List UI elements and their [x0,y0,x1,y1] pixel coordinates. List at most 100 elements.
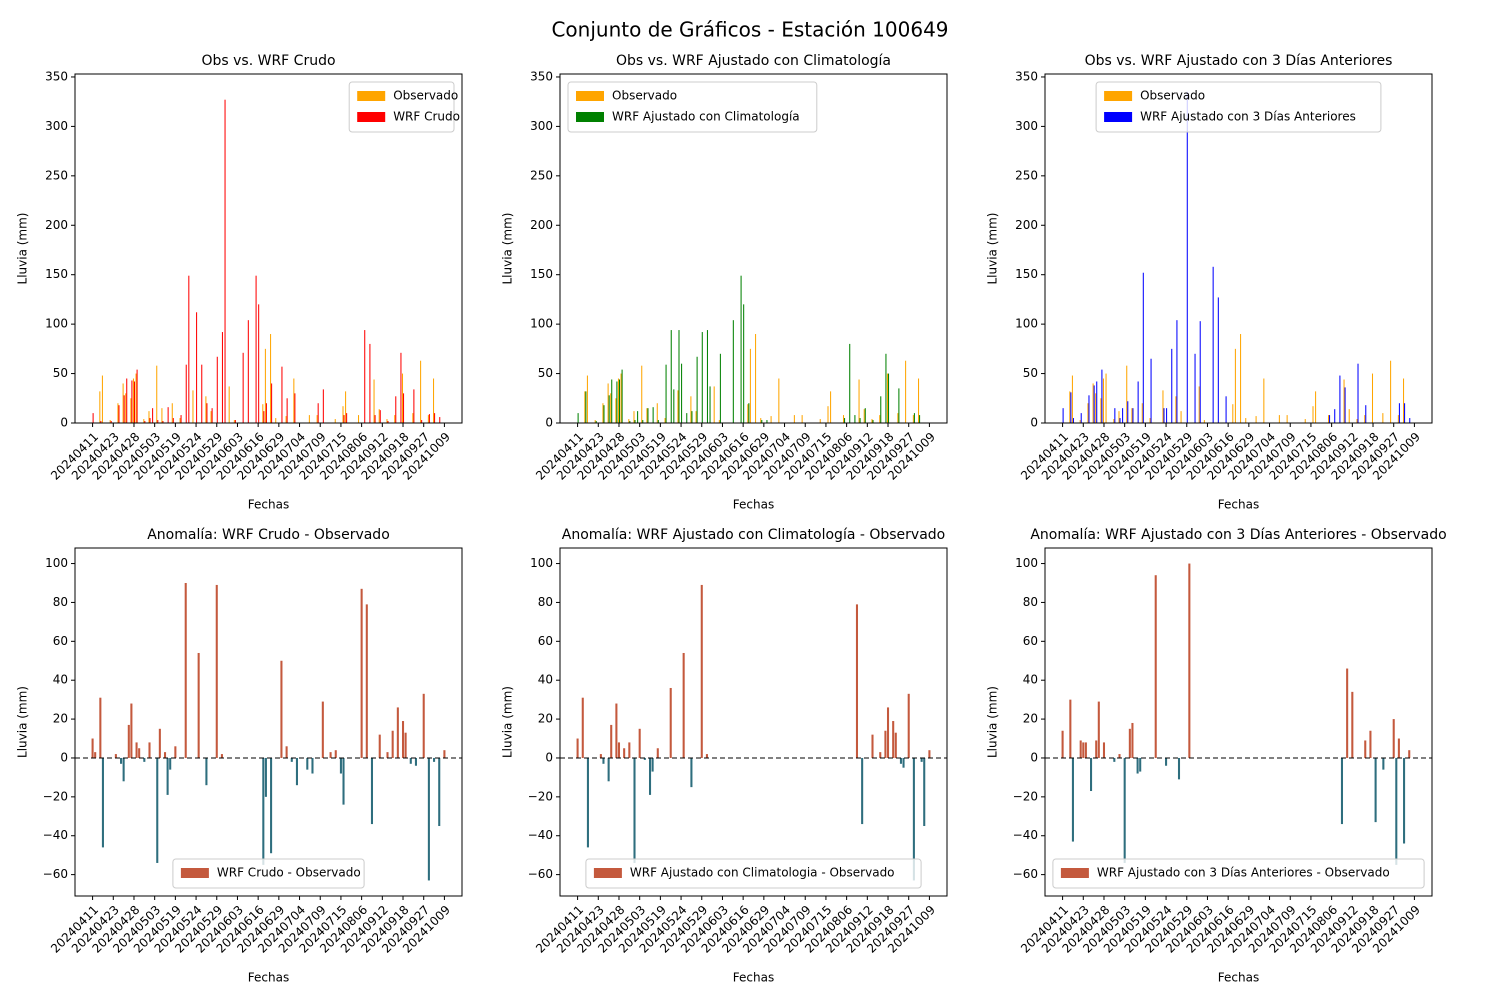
bar [1340,757,1344,825]
bar [1365,405,1367,423]
bar [603,405,605,423]
bar [157,420,159,423]
y-tick-label: 100 [45,317,68,331]
bar [420,360,422,423]
bar [156,757,159,863]
bar [1240,334,1242,423]
y-tick-label: 0 [1030,416,1038,430]
y-tick-label: 80 [538,595,553,609]
bar [629,421,631,423]
bar [143,757,146,762]
bar [387,421,389,423]
bar [1348,409,1350,423]
bar [1199,321,1201,423]
bar [586,757,589,848]
bars [577,275,921,423]
bar [1132,408,1134,423]
plot-frame [1044,73,1433,424]
x-axis-label: Fechas [1218,971,1259,985]
bar [678,330,680,423]
bar [1395,757,1398,865]
bar [1118,754,1121,758]
subplot-title: Anomalía: WRF Crudo - Observado [147,527,390,543]
bar [1390,360,1392,423]
bar [1343,379,1345,423]
bar [1150,358,1152,423]
bar [427,757,430,881]
bar [233,420,235,423]
bar [585,391,587,423]
bar [1119,418,1121,423]
bar [205,396,207,423]
bar [1371,373,1374,423]
bar [861,757,864,825]
x-axis-label: Fechas [733,971,774,985]
bar [386,419,388,423]
bar [1114,408,1116,423]
y-tick-label: 80 [53,595,68,609]
bar [294,393,296,423]
plot-frame [559,73,948,424]
y-tick-label: 250 [530,168,553,182]
bar [748,403,750,423]
bar [652,407,654,423]
bar [133,381,136,423]
y-tick-label: −40 [43,828,68,842]
bar [339,757,342,774]
bar [395,396,397,423]
bar [439,417,441,423]
subplot: Anomalía: WRF Ajustado con 3 Días Anteri… [986,527,1447,985]
bar [171,403,173,423]
legend: Observado WRF Crudo [348,81,460,133]
bar [221,332,223,423]
bar [1334,409,1336,423]
subplot-title: Anomalía: WRF Ajustado con 3 Días Anteri… [1030,527,1446,543]
bar [656,748,659,758]
legend-label: WRF Ajustado con Climatología [612,110,800,124]
bar [343,415,345,423]
bar [1126,365,1128,423]
bar [886,373,889,423]
bar [670,330,672,423]
bar [265,403,267,423]
bar [422,693,425,758]
bar [1212,266,1214,423]
legend-label: WRF Crudo [393,110,460,124]
y-axis-label: Lluvia (mm) [16,213,30,285]
bar [898,388,900,423]
plot-frame [74,73,463,424]
bar [412,413,414,423]
bar [346,413,348,423]
legend-swatch [576,91,604,101]
bar [329,752,332,758]
bar [1180,411,1182,423]
bars [92,99,441,423]
bar [148,742,151,758]
bar [433,757,436,762]
bar [747,404,749,423]
bar [864,408,866,423]
bar [1356,419,1358,423]
bar [1403,378,1405,423]
bar [858,379,860,423]
bar [879,752,882,758]
bar [894,732,897,758]
bar [391,730,394,758]
bar [161,408,163,423]
bar [205,757,208,786]
legend: Observado WRF Ajustado con Climatología [567,81,818,133]
legend-label: WRF Ajustado con 3 Días Anteriores - Obs… [1097,866,1390,880]
bar [428,414,430,423]
bar [1131,722,1134,758]
bar [131,380,133,423]
bar [1263,378,1265,423]
y-tick-label: 20 [1023,712,1038,726]
bar [1312,406,1314,423]
bar [144,421,146,423]
bar [778,378,780,423]
bar [690,396,692,423]
legend-label: WRF Ajustado con Climatologia - Observad… [630,866,895,880]
bar [607,383,609,423]
bar [427,415,429,423]
bar [1186,91,1188,423]
